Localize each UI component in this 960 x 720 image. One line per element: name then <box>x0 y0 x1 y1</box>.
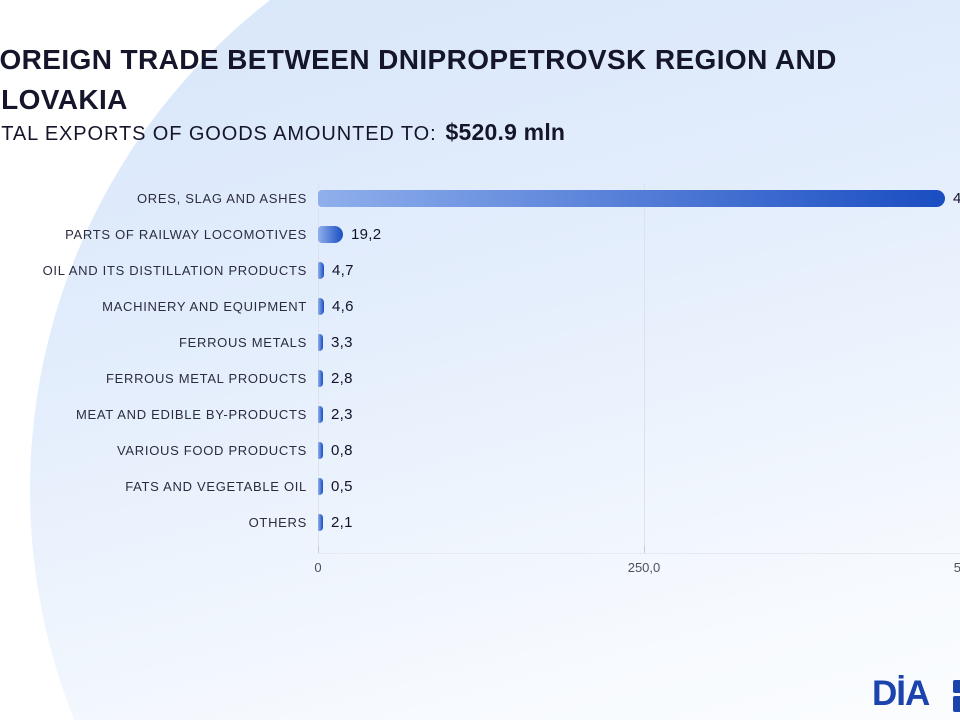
x-axis-tick <box>318 546 319 554</box>
chart-row: FERROUS METALS 3,3 <box>0 324 960 360</box>
category-label: ORES, SLAG AND ASHES <box>136 190 307 206</box>
bar <box>318 226 343 243</box>
logo-cutoff-fragment-bottom <box>953 696 960 712</box>
bar <box>318 190 945 207</box>
category-label: OIL AND ITS DISTILLATION PRODUCTS <box>42 262 307 278</box>
logo-cutoff-fragment-top <box>953 680 960 693</box>
bar <box>318 406 323 423</box>
chart-row: FATS AND VEGETABLE OIL 0,5 <box>0 468 960 504</box>
chart-row: MACHINERY AND EQUIPMENT 4,6 <box>0 288 960 324</box>
dia-logo: DİA <box>872 674 960 716</box>
category-label: MACHINERY AND EQUIPMENT <box>102 298 307 314</box>
page-title: FOREIGN TRADE BETWEEN DNIPROPETROVSK REG… <box>0 40 960 120</box>
value-label: 4,6 <box>332 297 354 315</box>
value-label: 3,3 <box>331 333 353 351</box>
value-label: 2,1 <box>331 513 353 531</box>
chart-row: OIL AND ITS DISTILLATION PRODUCTS 4,7 <box>0 252 960 288</box>
category-label: VARIOUS FOOD PRODUCTS <box>117 442 307 458</box>
chart-row: PARTS OF RAILWAY LOCOMOTIVES 19,2 <box>0 216 960 252</box>
chart-row: MEAT AND EDIBLE BY-PRODUCTS 2,3 <box>0 396 960 432</box>
x-tick-label: 500,0 <box>953 560 960 575</box>
value-label: 2,3 <box>331 405 353 423</box>
gridline <box>318 183 319 548</box>
category-label: MEAT AND EDIBLE BY-PRODUCTS <box>75 406 307 422</box>
chart-row: VARIOUS FOOD PRODUCTS 0,8 <box>0 432 960 468</box>
value-label: 2,8 <box>331 369 353 387</box>
x-tick-label: 250,0 <box>627 560 661 575</box>
bar <box>318 262 324 279</box>
bar <box>318 514 323 531</box>
bar <box>318 334 323 351</box>
page-subtitle: TOTAL EXPORTS OF GOODS AMOUNTED TO: $520… <box>0 119 960 146</box>
page-title-line1: FOREIGN TRADE BETWEEN DNIPROPETROVSK REG… <box>0 44 837 75</box>
gridline <box>644 183 645 548</box>
logo-text: DİA <box>872 674 930 713</box>
category-label: FATS AND VEGETABLE OIL <box>125 478 307 494</box>
bar <box>318 478 323 495</box>
bar <box>318 442 323 459</box>
x-axis-tick <box>644 546 645 554</box>
value-label: 4,7 <box>332 261 354 279</box>
chart-row: ORES, SLAG AND ASHES 480,6 <box>0 180 960 216</box>
value-label: 480,6 <box>953 189 960 207</box>
bar <box>318 370 323 387</box>
subtitle-label: TOTAL EXPORTS OF GOODS AMOUNTED TO: <box>0 123 437 145</box>
page-title-line2: SLOVAKIA <box>0 84 128 115</box>
value-label: 0,8 <box>331 441 353 459</box>
subtitle-value: $520.9 mln <box>445 119 566 145</box>
category-label: FERROUS METALS <box>178 334 307 350</box>
x-tick-label: 0 <box>314 560 322 575</box>
category-label: OTHERS <box>248 514 307 530</box>
plot-bottom-line <box>318 553 960 554</box>
chart-row: OTHERS 2,1 <box>0 504 960 540</box>
category-label: FERROUS METAL PRODUCTS <box>105 370 307 386</box>
category-label: PARTS OF RAILWAY LOCOMOTIVES <box>65 226 307 242</box>
value-label: 19,2 <box>351 225 382 243</box>
value-label: 0,5 <box>331 477 353 495</box>
chart-row: FERROUS METAL PRODUCTS 2,8 <box>0 360 960 396</box>
bar <box>318 298 324 315</box>
